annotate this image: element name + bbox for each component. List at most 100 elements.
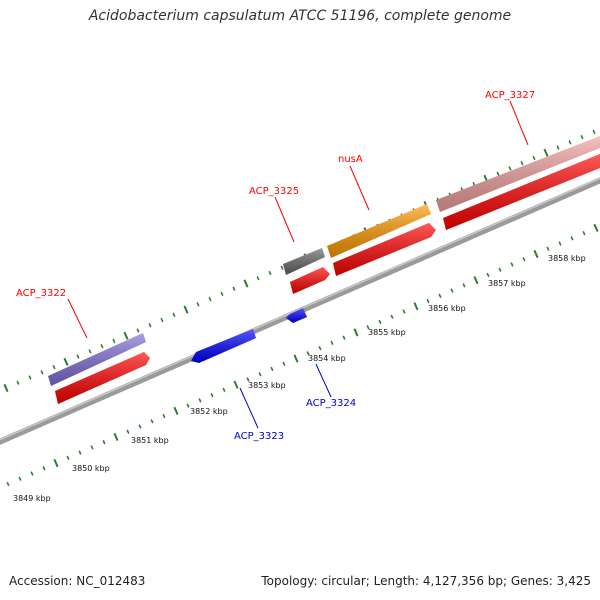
minor-tick xyxy=(378,319,382,325)
label-ACP_3324: ACP_3324 xyxy=(306,398,356,409)
major-tick xyxy=(173,406,179,415)
minor-tick xyxy=(112,338,116,344)
major-tick xyxy=(233,380,239,389)
minor-tick xyxy=(52,364,56,370)
minor-tick xyxy=(256,276,260,281)
minor-tick xyxy=(268,270,272,276)
minor-tick xyxy=(568,140,572,145)
topology-text: Topology: circular; Length: 4,127,356 bp… xyxy=(261,574,591,588)
scale-label-3851: 3851 kbp xyxy=(131,436,169,445)
minor-tick xyxy=(522,257,526,262)
scale-label-3854: 3854 kbp xyxy=(308,354,346,363)
minor-tick xyxy=(426,298,430,304)
scale-label-3857: 3857 kbp xyxy=(488,279,526,288)
label-leaders xyxy=(67,100,529,429)
outer-tick-track xyxy=(3,129,596,393)
label-ACP_3322: ACP_3322 xyxy=(16,288,66,299)
label-ACP_3323: ACP_3323 xyxy=(234,431,284,442)
minor-tick xyxy=(100,343,104,349)
minor-tick xyxy=(18,476,22,481)
minor-tick xyxy=(232,286,236,291)
minor-tick xyxy=(318,345,322,351)
minor-tick xyxy=(88,349,92,354)
minor-tick xyxy=(148,323,152,328)
minor-tick xyxy=(592,129,596,135)
minor-tick xyxy=(150,419,154,424)
minor-tick xyxy=(186,403,190,408)
minor-tick xyxy=(570,236,574,241)
minor-tick xyxy=(390,314,394,319)
minor-tick xyxy=(546,246,550,251)
scale-label-3856: 3856 kbp xyxy=(428,304,466,313)
major-tick xyxy=(593,223,599,232)
minor-tick xyxy=(582,230,586,236)
minor-tick xyxy=(198,398,202,403)
major-tick xyxy=(533,249,539,259)
minor-tick xyxy=(76,354,80,359)
major-tick xyxy=(123,331,129,340)
gene-ACP_3323[interactable] xyxy=(191,329,256,363)
gene-ACP_3327[interactable] xyxy=(436,136,600,230)
map-title: Acidobacterium capsulatum ATCC 51196, co… xyxy=(88,8,512,24)
minor-tick xyxy=(520,161,524,166)
minor-tick xyxy=(282,361,286,366)
minor-tick xyxy=(330,340,334,346)
minor-tick xyxy=(196,302,200,307)
minor-tick xyxy=(66,455,70,461)
inner-tick-track xyxy=(6,223,599,487)
major-tick xyxy=(293,354,299,363)
label-ACP_3325: ACP_3325 xyxy=(249,186,299,197)
label-ACP_3327: ACP_3327 xyxy=(485,90,535,101)
scale-label-3849: 3849 kbp xyxy=(13,494,51,503)
minor-tick xyxy=(138,424,142,429)
minor-tick xyxy=(30,471,34,476)
minor-tick xyxy=(172,312,176,318)
minor-tick xyxy=(162,413,166,419)
major-tick xyxy=(63,357,69,366)
gene-ACP_3322[interactable] xyxy=(48,333,150,404)
minor-tick xyxy=(438,293,442,299)
gene-ACP_3324[interactable] xyxy=(286,308,307,323)
minor-tick xyxy=(580,134,584,140)
scale-label-3850: 3850 kbp xyxy=(72,464,110,473)
minor-tick xyxy=(462,283,466,288)
minor-tick xyxy=(280,265,284,270)
scale-label-3853: 3853 kbp xyxy=(248,381,286,390)
minor-tick xyxy=(366,325,370,330)
minor-tick xyxy=(6,481,10,487)
accession-text: Accession: NC_012483 xyxy=(9,574,146,588)
minor-tick xyxy=(222,387,226,393)
minor-tick xyxy=(342,335,346,340)
minor-tick xyxy=(510,262,514,267)
minor-tick xyxy=(496,171,500,176)
scale-label-3858: 3858 kbp xyxy=(548,254,586,263)
minor-tick xyxy=(210,392,214,398)
minor-tick xyxy=(270,366,274,372)
minor-tick xyxy=(42,466,46,471)
major-tick xyxy=(53,459,59,468)
minor-tick xyxy=(160,317,164,323)
minor-tick xyxy=(402,309,406,314)
minor-tick xyxy=(102,439,106,445)
minor-tick xyxy=(136,328,140,333)
minor-tick xyxy=(556,145,560,150)
minor-tick xyxy=(90,445,94,450)
minor-tick xyxy=(220,291,224,297)
minor-tick xyxy=(498,267,502,272)
gene-nusA[interactable] xyxy=(327,204,436,276)
gene-ACP_3325[interactable] xyxy=(283,248,330,294)
major-tick xyxy=(243,279,249,288)
major-tick xyxy=(473,276,479,285)
scale-label-3852: 3852 kbp xyxy=(190,407,228,416)
major-tick xyxy=(3,383,9,393)
minor-tick xyxy=(208,296,212,302)
minor-tick xyxy=(126,429,130,434)
minor-tick xyxy=(16,380,20,385)
scale-label-3855: 3855 kbp xyxy=(368,328,406,337)
minor-tick xyxy=(532,155,536,161)
minor-tick xyxy=(486,272,490,278)
minor-tick xyxy=(28,375,32,380)
minor-tick xyxy=(246,377,250,382)
